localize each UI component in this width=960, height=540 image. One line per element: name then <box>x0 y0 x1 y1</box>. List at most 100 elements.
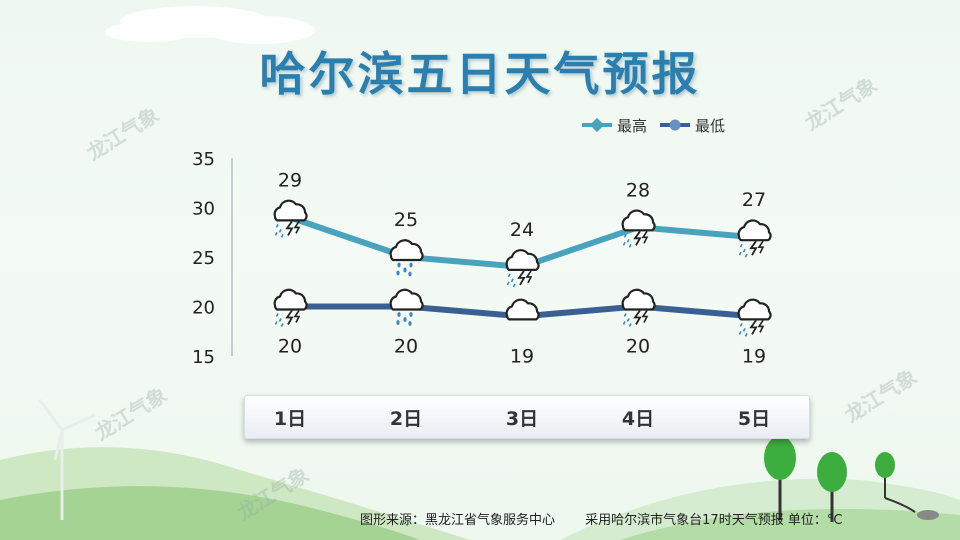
rain-drop <box>626 318 630 322</box>
lightning-bolt <box>749 319 758 335</box>
wind-turbine-decoration <box>38 399 96 520</box>
lightning-bolt <box>757 240 765 254</box>
cloudy-icon <box>505 298 540 321</box>
lightning-bolt <box>641 310 649 323</box>
data-label: 24 <box>510 219 534 241</box>
rain-drop <box>275 224 279 228</box>
lightning-bolt <box>641 230 649 244</box>
x-tick-label: 1日 <box>274 408 306 430</box>
y-tick-label: 35 <box>192 149 215 170</box>
cloud-shape <box>505 249 540 271</box>
rain-drop <box>408 271 412 277</box>
lightning-bolt <box>633 309 642 325</box>
data-label: 25 <box>394 209 418 231</box>
rain-drop <box>396 270 400 276</box>
lightning-bolt <box>757 319 765 333</box>
data-label: 29 <box>278 169 302 191</box>
data-label: 19 <box>510 345 534 367</box>
rain-drop <box>275 313 279 317</box>
thunderstorm-icon <box>505 249 540 288</box>
cloud-shape <box>389 239 424 262</box>
rain-drop <box>280 323 284 327</box>
rain-drop <box>738 251 742 256</box>
rain-drop <box>396 320 400 325</box>
rain-drop <box>403 317 407 322</box>
rain-drop <box>278 318 282 322</box>
data-label: 19 <box>742 345 766 367</box>
footer: 图形来源：黑龙江省气象服务中心 采用哈尔滨市气象台17时天气预报 单位：°C <box>360 509 842 528</box>
y-tick-label: 15 <box>192 347 215 368</box>
rain-drop <box>738 331 742 335</box>
thunderstorm-icon <box>737 298 772 337</box>
rain-drop <box>274 321 278 325</box>
rain-drop <box>510 278 514 283</box>
rain-drop <box>739 323 743 327</box>
legend-marker <box>669 119 681 131</box>
footer-note: 采用哈尔滨市气象台17时天气预报 单位：°C <box>585 513 843 528</box>
cloud-shape <box>621 209 656 232</box>
lightning-bolt <box>285 220 294 236</box>
data-label: 28 <box>626 179 650 201</box>
x-tick-label: 2日 <box>390 408 422 430</box>
thunderstorm-icon <box>273 199 308 238</box>
rain-drop <box>506 281 510 286</box>
rain-drop <box>397 312 401 317</box>
rain-icon <box>389 239 424 277</box>
rain-drop <box>623 233 627 238</box>
rain-drop <box>409 312 413 317</box>
lightning-bolt <box>525 270 533 284</box>
rain-drop <box>626 238 630 243</box>
cloud-shape <box>505 298 540 321</box>
x-axis-band <box>244 395 810 439</box>
data-label: 20 <box>394 336 418 358</box>
cloud-shape <box>273 288 308 311</box>
thunderstorm-icon <box>621 209 656 248</box>
rain-drop <box>744 333 748 337</box>
rain-drop <box>512 283 516 288</box>
rain-drop <box>622 321 626 325</box>
lightning-bolt <box>293 220 301 234</box>
tree-decoration <box>764 436 939 522</box>
y-tick-label: 30 <box>192 199 215 220</box>
rain-drop <box>408 321 412 326</box>
data-label: 27 <box>742 189 766 211</box>
legend-label: 最高 <box>617 117 647 135</box>
rain-drop <box>742 248 746 253</box>
x-tick-label: 4日 <box>622 408 654 430</box>
lightning-bolt <box>285 309 294 325</box>
thunderstorm-icon <box>621 288 656 327</box>
lightning-bolt <box>749 240 758 256</box>
rain-drop <box>628 243 632 248</box>
x-tick-label: 3日 <box>506 408 538 430</box>
page-title: 哈尔滨五日天气预报 <box>259 47 701 101</box>
y-tick-label: 20 <box>192 298 215 319</box>
rain-drop <box>742 328 746 332</box>
hills-decoration <box>0 447 960 540</box>
cloud-shape <box>621 288 656 311</box>
rain-drop <box>274 232 278 236</box>
rain-drop <box>397 262 401 268</box>
data-label: 20 <box>278 336 302 358</box>
legend-marker <box>589 117 605 133</box>
cloud-shape <box>737 298 772 321</box>
cloud-shape <box>737 219 772 242</box>
y-tick-label: 25 <box>192 248 215 269</box>
rain-drop <box>280 234 284 238</box>
lightning-bolt <box>633 230 642 246</box>
rain-drop <box>744 253 748 258</box>
lightning-bolt <box>293 310 301 323</box>
rain-drop <box>623 313 627 317</box>
rain-drop <box>622 241 626 246</box>
data-label: 20 <box>626 336 650 358</box>
cloud-shape <box>389 288 424 311</box>
legend-label: 最低 <box>695 117 725 135</box>
lightning-bolt <box>517 270 526 286</box>
thunderstorm-icon <box>273 288 308 327</box>
cloud-decoration <box>105 6 315 44</box>
rain-drop <box>739 243 743 248</box>
rain-drop <box>278 229 282 233</box>
x-tick-label: 5日 <box>738 408 770 430</box>
rain-drop <box>403 267 407 273</box>
